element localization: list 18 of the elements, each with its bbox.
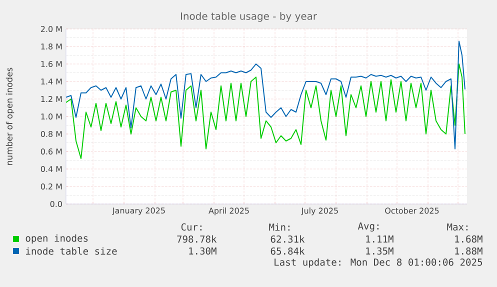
y-axis-title: number of open inodes [6, 68, 14, 165]
text: 62.31k [270, 235, 305, 243]
text: 798.78k [177, 235, 217, 243]
text: Last update: Mon Dec 8 01:00:06 2025 [274, 258, 482, 268]
text: Max: [447, 223, 468, 231]
text: 1.88M [455, 247, 482, 255]
text: 1.35M [366, 247, 394, 255]
line-series [66, 63, 466, 159]
text: 1.30M [189, 247, 216, 255]
text: 65.84k [270, 247, 305, 255]
legend-label: inode table size [26, 247, 117, 255]
legend-label: open inodes [26, 234, 88, 244]
text: Cur: [181, 223, 202, 231]
text: 1.68M [455, 235, 482, 243]
chart-title: Inode table usage - by year [181, 12, 318, 22]
text: Min: [269, 223, 290, 231]
text: Avg: [358, 222, 378, 232]
text: 1.11M [366, 236, 394, 242]
